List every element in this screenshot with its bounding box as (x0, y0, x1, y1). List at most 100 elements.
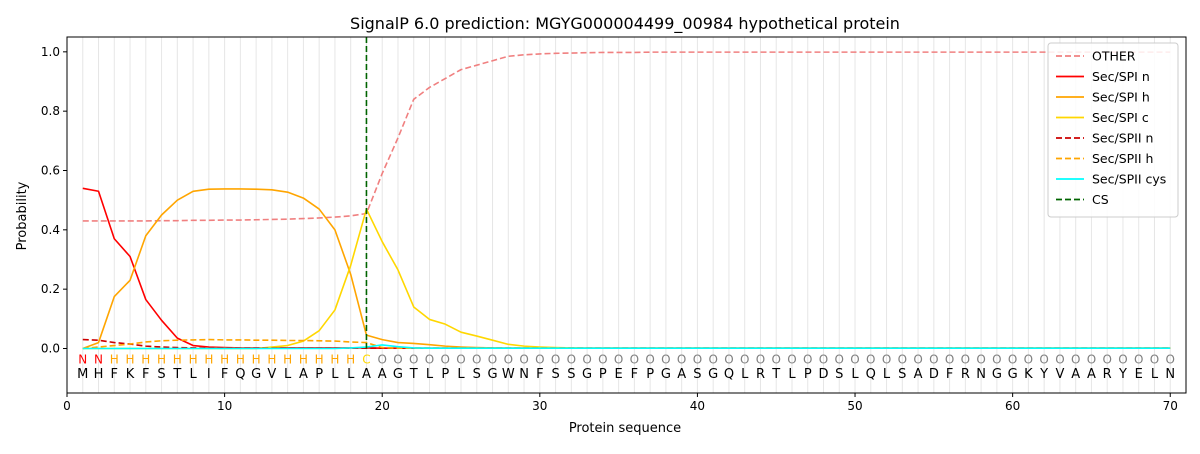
sequence-letter: S (473, 367, 481, 382)
region-label: O (1008, 352, 1017, 366)
region-label: O (1150, 352, 1159, 366)
sequence-letter: A (1087, 367, 1096, 382)
x-tick-label: 40 (690, 399, 705, 413)
sequence-letter: G (251, 367, 261, 382)
sequence-letter: W (502, 367, 515, 382)
sequence-letter: V (267, 367, 276, 382)
legend-label: Sec/SPII cys (1092, 172, 1166, 187)
legend-label: OTHER (1092, 49, 1136, 64)
region-label: H (330, 352, 339, 366)
sequence-letter: E (1135, 367, 1143, 382)
region-label: O (740, 352, 749, 366)
region-label: H (157, 352, 166, 366)
region-label: O (1102, 352, 1111, 366)
sequence-letter: N (976, 367, 986, 382)
sequence-letter: K (1024, 367, 1033, 382)
region-label: O (645, 352, 654, 366)
region-label: O (945, 352, 954, 366)
region-label: O (661, 352, 670, 366)
series-line-sec-spi-h (82, 188, 1171, 350)
sequence-letter: P (646, 367, 654, 382)
region-label: O (567, 352, 576, 366)
x-tick-label: 0 (63, 399, 71, 413)
region-label: O (1055, 352, 1064, 366)
sequence-letter: L (883, 367, 891, 382)
region-label: O (582, 352, 591, 366)
sequence-letter: G (661, 367, 671, 382)
x-tick-label: 70 (1163, 399, 1178, 413)
sequence-letter: A (1071, 367, 1080, 382)
region-label: O (677, 352, 686, 366)
region-label: O (1087, 352, 1096, 366)
region-label: O (992, 352, 1001, 366)
sequence-letter: L (457, 367, 465, 382)
region-label: O (929, 352, 938, 366)
grid-layer (82, 37, 1171, 393)
region-label: O (1039, 352, 1048, 366)
sequence-letter: P (804, 367, 812, 382)
region-label: O (598, 352, 607, 366)
y-tick-label: 1.0 (41, 45, 60, 59)
sequence-letter: G (1008, 367, 1018, 382)
sequence-letter: R (756, 367, 765, 382)
y-tick-label: 0.2 (41, 282, 60, 296)
sequence-letter: L (331, 367, 339, 382)
y-tick-label: 0.6 (41, 164, 60, 178)
region-label: N (78, 352, 87, 366)
region-label: O (756, 352, 765, 366)
sequence-letter: L (189, 367, 197, 382)
region-label: H (299, 352, 308, 366)
sequence-letter: R (961, 367, 970, 382)
legend: OTHER Sec/SPI n Sec/SPI h Sec/SPI c Sec/SPII… (1047, 42, 1179, 218)
sequence-letter: A (362, 367, 371, 382)
region-label: O (519, 352, 528, 366)
sequence-letter: L (788, 367, 796, 382)
x-axis-label: Protein sequence (569, 421, 681, 436)
sequence-letter: L (851, 367, 859, 382)
region-label: O (472, 352, 481, 366)
sequence-letter: S (551, 367, 559, 382)
sequence-letter: R (1103, 367, 1112, 382)
region-label: O (535, 352, 544, 366)
series-line-sec-spii-n (82, 338, 1171, 350)
y-tick-label: 0.4 (41, 223, 60, 237)
sequence-letter: F (946, 367, 953, 382)
region-label: O (724, 352, 733, 366)
sequence-letter: P (599, 367, 607, 382)
region-label: H (141, 352, 150, 366)
region-label: O (504, 352, 513, 366)
sequence-letter: T (771, 367, 780, 382)
legend-label: Sec/SPI c (1092, 110, 1149, 125)
sequence-letter: V (1055, 367, 1064, 382)
sequence-letter: P (441, 367, 449, 382)
sequence-letter: F (631, 367, 638, 382)
y-tick-label: 0.0 (41, 342, 60, 356)
series-line-sec-spi-c (82, 208, 1171, 350)
sequence-letter: Q (866, 367, 876, 382)
sequence-letter: T (409, 367, 418, 382)
sequence-letter: M (77, 367, 88, 382)
region-label: H (283, 352, 292, 366)
region-label: O (976, 352, 985, 366)
sequence-letter: L (1151, 367, 1159, 382)
region-label: O (771, 352, 780, 366)
series-line-other (82, 51, 1171, 222)
sequence-letter: G (487, 367, 497, 382)
sequence-letter: F (142, 367, 149, 382)
chart-title: SignalP 6.0 prediction: MGYG000004499_00… (350, 14, 900, 34)
region-label: O (377, 352, 386, 366)
region-label: O (803, 352, 812, 366)
sequence-letter: L (426, 367, 434, 382)
region-label: O (819, 352, 828, 366)
legend-label: Sec/SPII n (1092, 131, 1153, 146)
region-label: O (393, 352, 402, 366)
region-label: O (441, 352, 450, 366)
legend-label: Sec/SPI n (1092, 69, 1150, 84)
region-label: O (409, 352, 418, 366)
sequence-letter: N (519, 367, 529, 382)
region-label: H (267, 352, 276, 366)
region-label: O (866, 352, 875, 366)
sequence-letter: A (914, 367, 923, 382)
